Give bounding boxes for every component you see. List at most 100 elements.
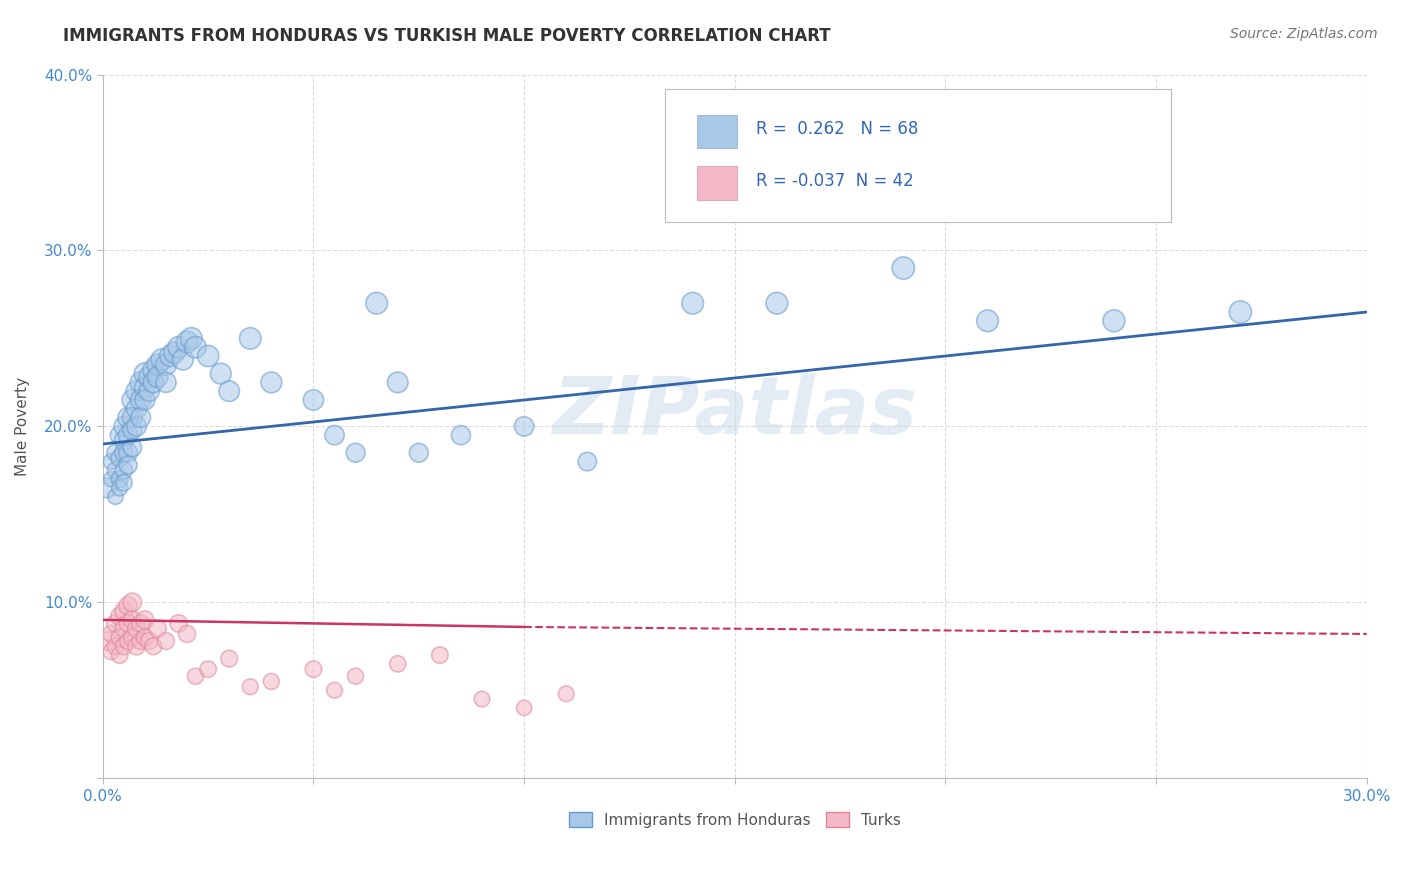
Point — [112, 419, 135, 434]
Point — [239, 331, 262, 345]
Point — [513, 419, 536, 434]
Point — [125, 419, 148, 434]
Text: ZIPatlas: ZIPatlas — [553, 373, 917, 451]
Point — [344, 669, 367, 683]
Point — [218, 651, 240, 665]
Point — [146, 358, 169, 372]
Point — [125, 384, 148, 399]
Point — [112, 475, 135, 490]
Point — [142, 363, 165, 377]
Point — [100, 472, 122, 486]
Point — [387, 657, 409, 671]
Point — [108, 481, 131, 495]
Text: R = -0.037  N = 42: R = -0.037 N = 42 — [756, 172, 914, 191]
Point — [117, 458, 139, 472]
Point — [218, 384, 240, 399]
Point — [129, 410, 152, 425]
Point — [891, 260, 914, 275]
Point — [682, 296, 704, 310]
Point — [117, 634, 139, 648]
Point — [209, 367, 232, 381]
Point — [176, 627, 198, 641]
Point — [129, 634, 152, 648]
Point — [184, 669, 207, 683]
Point — [155, 358, 177, 372]
Point — [134, 613, 156, 627]
Point — [146, 370, 169, 384]
Point — [323, 683, 346, 698]
Point — [167, 616, 190, 631]
Point — [366, 296, 388, 310]
Point — [146, 622, 169, 636]
Point — [125, 640, 148, 654]
Point — [129, 392, 152, 407]
Point — [117, 616, 139, 631]
Point — [260, 376, 283, 390]
Point — [134, 381, 156, 395]
Text: Source: ZipAtlas.com: Source: ZipAtlas.com — [1230, 27, 1378, 41]
Point — [121, 423, 143, 437]
Point — [150, 352, 173, 367]
Point — [125, 622, 148, 636]
Point — [429, 648, 451, 662]
Point — [108, 450, 131, 465]
Point — [104, 446, 127, 460]
Point — [239, 680, 262, 694]
Point — [112, 640, 135, 654]
Point — [129, 616, 152, 631]
Point — [108, 631, 131, 645]
Point — [344, 446, 367, 460]
Legend: Immigrants from Honduras, Turks: Immigrants from Honduras, Turks — [562, 805, 907, 834]
Point — [167, 340, 190, 354]
Point — [100, 454, 122, 468]
FancyBboxPatch shape — [665, 88, 1171, 222]
Point — [96, 634, 118, 648]
Point — [108, 609, 131, 624]
Point — [155, 634, 177, 648]
Point — [159, 349, 181, 363]
Point — [134, 392, 156, 407]
Point — [134, 631, 156, 645]
Point — [1229, 305, 1251, 319]
Point — [121, 392, 143, 407]
Point — [184, 340, 207, 354]
Point — [302, 392, 325, 407]
Point — [112, 446, 135, 460]
Point — [121, 613, 143, 627]
Point — [260, 674, 283, 689]
Point — [104, 463, 127, 477]
FancyBboxPatch shape — [697, 166, 737, 200]
Point — [104, 640, 127, 654]
Y-axis label: Male Poverty: Male Poverty — [15, 376, 30, 476]
Point — [138, 634, 160, 648]
Point — [766, 296, 789, 310]
Point — [408, 446, 430, 460]
Point — [387, 376, 409, 390]
Point — [513, 701, 536, 715]
Point — [129, 376, 152, 390]
Point — [104, 616, 127, 631]
Point — [117, 428, 139, 442]
Point — [121, 441, 143, 455]
Point — [108, 472, 131, 486]
Point — [134, 367, 156, 381]
Point — [117, 410, 139, 425]
Point — [117, 599, 139, 613]
Point — [100, 644, 122, 658]
Point — [117, 446, 139, 460]
Point — [125, 401, 148, 416]
Point — [112, 463, 135, 477]
FancyBboxPatch shape — [697, 115, 737, 148]
Point — [121, 410, 143, 425]
Point — [100, 627, 122, 641]
Point — [976, 314, 998, 328]
Point — [323, 428, 346, 442]
Point — [142, 376, 165, 390]
Point — [108, 428, 131, 442]
Point — [197, 349, 219, 363]
Point — [104, 490, 127, 504]
Point — [155, 376, 177, 390]
Point — [112, 604, 135, 618]
Point — [138, 384, 160, 399]
Text: R =  0.262   N = 68: R = 0.262 N = 68 — [756, 120, 918, 138]
